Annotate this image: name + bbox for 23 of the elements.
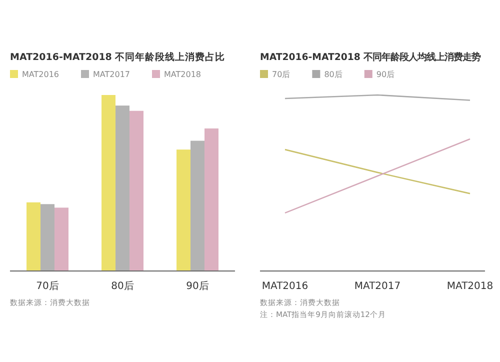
x-tick-label: 80后 xyxy=(111,280,134,292)
x-tick-label: MAT2017 xyxy=(354,281,401,292)
x-tick-label: MAT2016 xyxy=(262,281,308,292)
bar xyxy=(116,106,130,271)
bar xyxy=(40,204,54,271)
x-tick-label: 90后 xyxy=(186,280,209,292)
legend-label: MAT2017 xyxy=(93,70,130,79)
bar xyxy=(130,110,144,271)
bar xyxy=(176,150,190,271)
legend-label: MAT2018 xyxy=(164,70,201,79)
bar xyxy=(26,202,40,271)
legend-label: MAT2016 xyxy=(22,70,59,79)
bar xyxy=(54,208,68,271)
bar xyxy=(190,140,204,271)
legend-label: 70后 xyxy=(272,70,290,79)
bar xyxy=(204,128,218,271)
x-tick-label: 70后 xyxy=(36,280,59,292)
legend-label: 90后 xyxy=(376,70,395,79)
x-tick-label: MAT2018 xyxy=(446,281,494,292)
bar xyxy=(102,95,116,271)
legend-label: 80后 xyxy=(324,70,342,79)
chart-title: MAT2016-MAT2018 不同年龄段线上消费占比 xyxy=(10,51,226,63)
chart-title: MAT2016-MAT2018 不同年龄段人均线上消费走势 xyxy=(260,52,481,63)
